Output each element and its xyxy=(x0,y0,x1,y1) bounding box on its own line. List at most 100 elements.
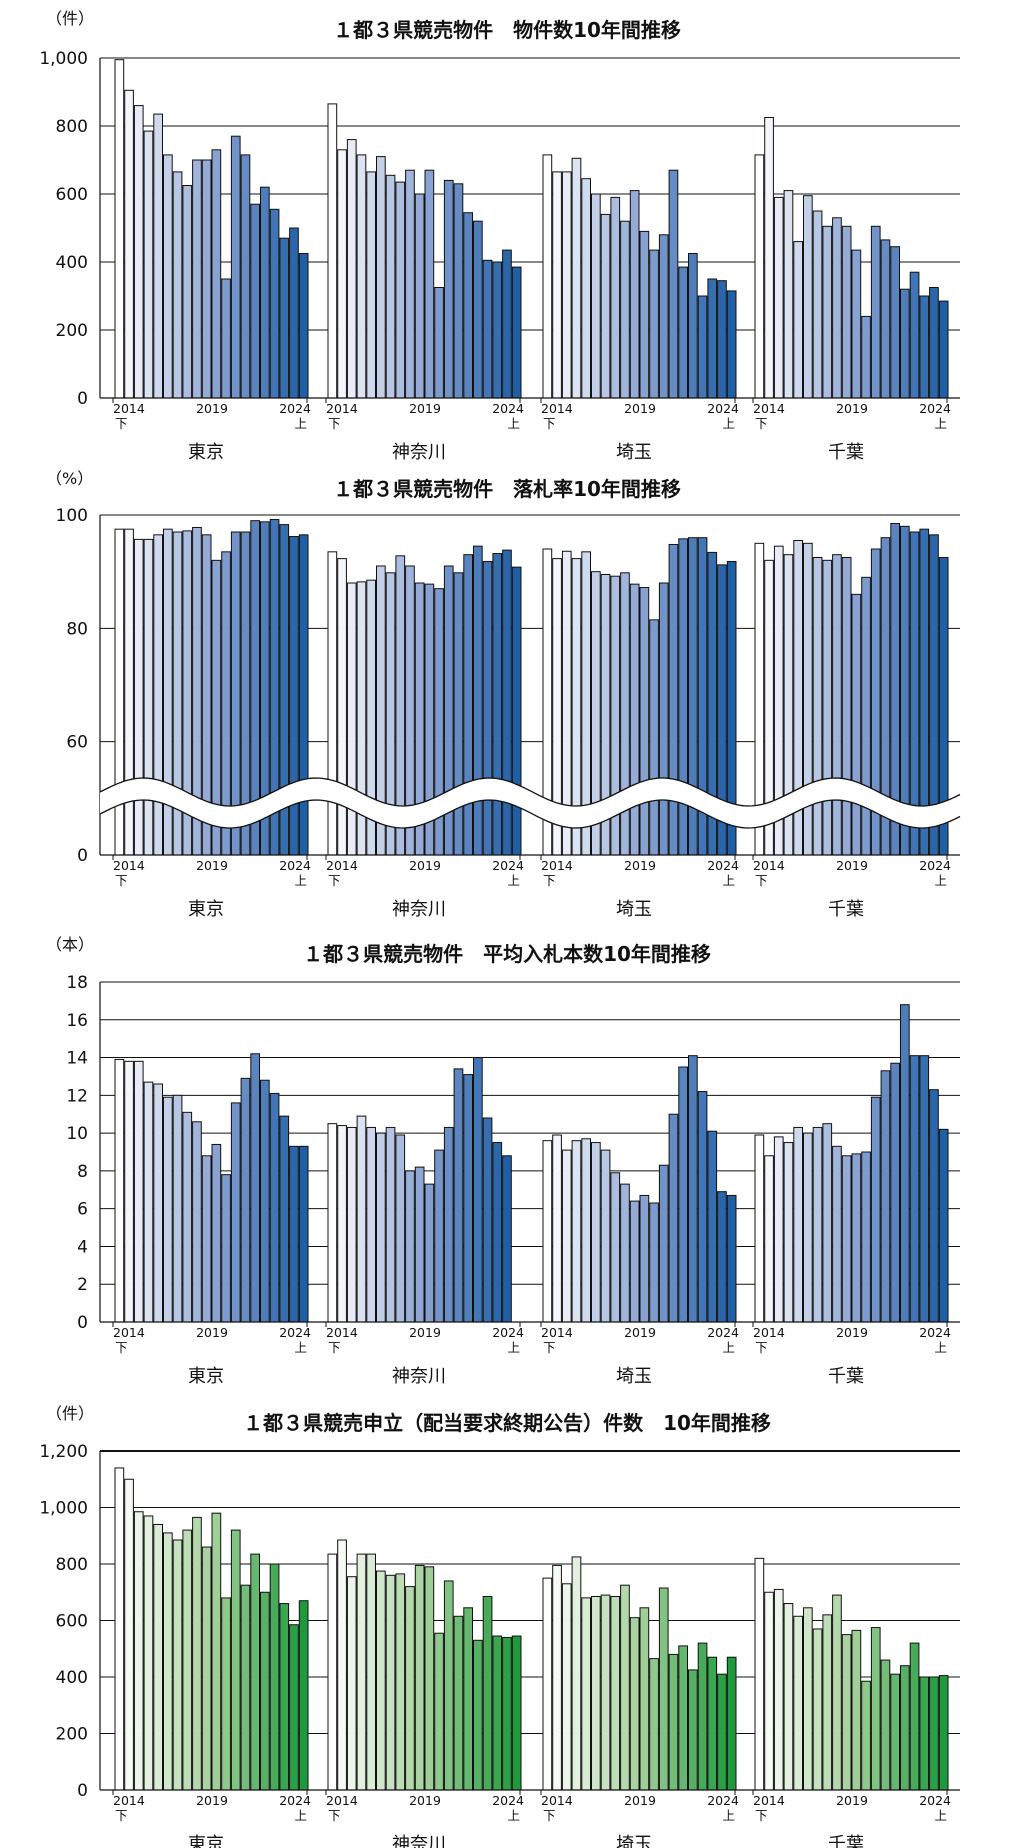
bar xyxy=(482,1117,493,1323)
bar xyxy=(502,249,512,399)
bar xyxy=(832,217,842,399)
bar xyxy=(385,174,396,399)
bar xyxy=(201,159,212,399)
y-tick-label: 100 xyxy=(56,506,88,526)
y-tick-label: 1,000 xyxy=(39,1499,88,1519)
region-label: 東京 xyxy=(188,1366,224,1387)
bar xyxy=(143,1515,154,1791)
x-tick-label: 下 xyxy=(755,416,768,431)
bar xyxy=(511,266,522,399)
x-tick-label: 2014 xyxy=(326,1793,358,1808)
x-tick-label: 下 xyxy=(755,1340,768,1355)
bar xyxy=(143,538,154,856)
y-tick-label: 6 xyxy=(77,1200,88,1220)
bar xyxy=(764,117,774,399)
y-tick-label: 12 xyxy=(66,1086,88,1106)
bar xyxy=(649,1202,659,1323)
bar xyxy=(793,241,803,399)
bar xyxy=(405,169,415,399)
y-tick-label: 800 xyxy=(56,117,88,137)
bar xyxy=(366,171,376,399)
bar xyxy=(668,169,679,399)
bar xyxy=(182,1111,193,1323)
bar xyxy=(172,1094,183,1323)
bar xyxy=(182,185,193,399)
x-tick-label: 2024 xyxy=(279,1793,311,1808)
bar xyxy=(260,1079,270,1323)
bar xyxy=(395,1134,406,1323)
bar xyxy=(492,261,503,399)
bar xyxy=(581,1597,591,1791)
bar xyxy=(929,1089,939,1323)
x-tick-label: 2014 xyxy=(326,401,358,416)
bar xyxy=(900,1004,910,1323)
y-tick-label: 4 xyxy=(77,1237,88,1257)
bar xyxy=(289,536,299,856)
bar xyxy=(717,1191,727,1323)
bar xyxy=(783,190,794,399)
bar xyxy=(240,1584,251,1791)
x-tick-label: 下 xyxy=(115,1340,128,1355)
bar xyxy=(327,103,338,399)
bar xyxy=(172,1539,183,1791)
bar xyxy=(124,1060,134,1323)
bar xyxy=(192,159,202,399)
bar xyxy=(822,1614,833,1791)
bar xyxy=(346,582,357,856)
x-tick-label: 2019 xyxy=(196,1325,228,1340)
y-tick-label: 0 xyxy=(77,1313,88,1333)
chart-panel-1: １都３県競売物件 物件数10年間推移 （件） 0 200 400 600 800 1,000 東… xyxy=(39,9,960,463)
bar xyxy=(289,1624,299,1791)
bar xyxy=(552,1134,562,1323)
bar xyxy=(192,1121,202,1323)
bar xyxy=(793,1126,803,1323)
y-tick-label: 0 xyxy=(77,389,88,409)
x-tick-label: 下 xyxy=(328,1808,341,1823)
bar xyxy=(230,1529,241,1791)
bar xyxy=(754,1557,765,1791)
bar xyxy=(639,1607,650,1791)
x-tick-label: 2019 xyxy=(409,1325,441,1340)
bar xyxy=(143,130,154,399)
x-tick-label: 2014 xyxy=(753,1325,785,1340)
bar xyxy=(919,1676,930,1791)
bar xyxy=(298,253,309,399)
bar xyxy=(717,280,727,399)
x-tick-label: 2019 xyxy=(624,858,656,873)
x-tick-label: 2019 xyxy=(624,401,656,416)
bar xyxy=(133,1060,144,1323)
x-tick-label: 上 xyxy=(722,1340,735,1355)
bar xyxy=(726,1194,737,1323)
bar xyxy=(851,1629,862,1791)
bar xyxy=(327,1123,338,1323)
bar xyxy=(424,169,435,399)
bar xyxy=(424,1183,435,1323)
x-tick-label: 上 xyxy=(294,416,307,431)
x-tick-label: 2024 xyxy=(492,1793,524,1808)
bar xyxy=(434,1632,444,1791)
bar xyxy=(443,1126,454,1323)
x-tick-label: 上 xyxy=(294,1340,307,1355)
x-tick-label: 2024 xyxy=(492,1325,524,1340)
chart-panel-4: １都３県競売申立（配当要求終期公告）件数 10年間推移 （件） 0 200 400 600… xyxy=(39,1404,960,1848)
x-tick-label: 2019 xyxy=(409,401,441,416)
x-tick-label: 2014 xyxy=(541,858,573,873)
bar xyxy=(414,193,425,399)
bar xyxy=(414,1166,425,1323)
x-tick-label: 2019 xyxy=(409,858,441,873)
bar xyxy=(211,1512,222,1791)
bar xyxy=(929,1676,939,1791)
bar xyxy=(822,1123,833,1323)
bar xyxy=(269,1563,280,1791)
bar xyxy=(909,1055,920,1323)
bar xyxy=(337,149,347,399)
bar xyxy=(153,113,164,399)
bar xyxy=(153,1083,164,1323)
bar xyxy=(511,1635,522,1791)
bar xyxy=(279,237,290,399)
bar xyxy=(463,1074,473,1323)
x-tick-label: 2014 xyxy=(753,858,785,873)
x-tick-label: 2024 xyxy=(919,858,951,873)
bar xyxy=(163,154,173,399)
